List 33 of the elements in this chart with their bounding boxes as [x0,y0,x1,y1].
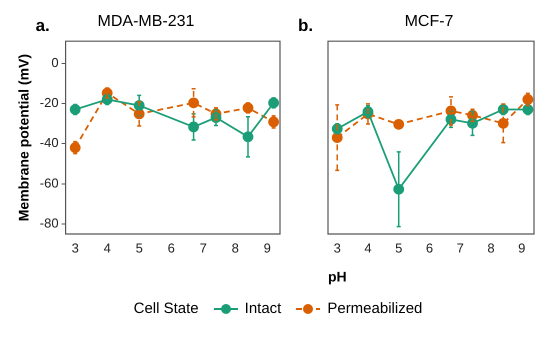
x-tick-label: 7 [456,240,464,256]
x-tick-label: 3 [334,240,341,256]
y-tick-label: -20 [40,95,59,110]
text: a. [36,16,50,36]
text: b. [298,16,314,36]
point [70,142,81,154]
x-tick-label: 5 [136,240,143,256]
x-tick-label: 9 [518,240,526,256]
legend-label: Permeabilized [327,300,422,317]
point [188,97,199,108]
x-tick-label: 8 [487,240,495,256]
y-tick-label: -40 [40,135,59,150]
point [498,118,509,129]
x-tick-label: 3 [72,240,79,256]
y-tick-label: -60 [40,175,59,190]
y-tick-label: 0 [51,54,59,70]
x-tick-label: 5 [395,240,402,256]
point [393,118,404,130]
x-tick-label: 4 [104,240,111,256]
y-tick-label: -80 [40,216,59,231]
chart-title: MCF-7 [404,13,454,30]
x-axis-title: pH [328,268,347,284]
chart-title: MDA-MB-231 [98,13,195,30]
legend-label: Intact [244,300,282,317]
x-tick-label: 4 [364,240,372,256]
x-tick-label: 8 [232,240,239,256]
x-tick-label: 6 [426,240,434,256]
legend-title: Cell State [134,300,199,317]
x-tick-label: 9 [264,240,271,256]
y-axis-title: Membrane potential (mV) [15,54,32,222]
x-tick-label: 7 [200,240,207,256]
x-tick-label: 6 [168,240,175,256]
point [268,116,279,128]
